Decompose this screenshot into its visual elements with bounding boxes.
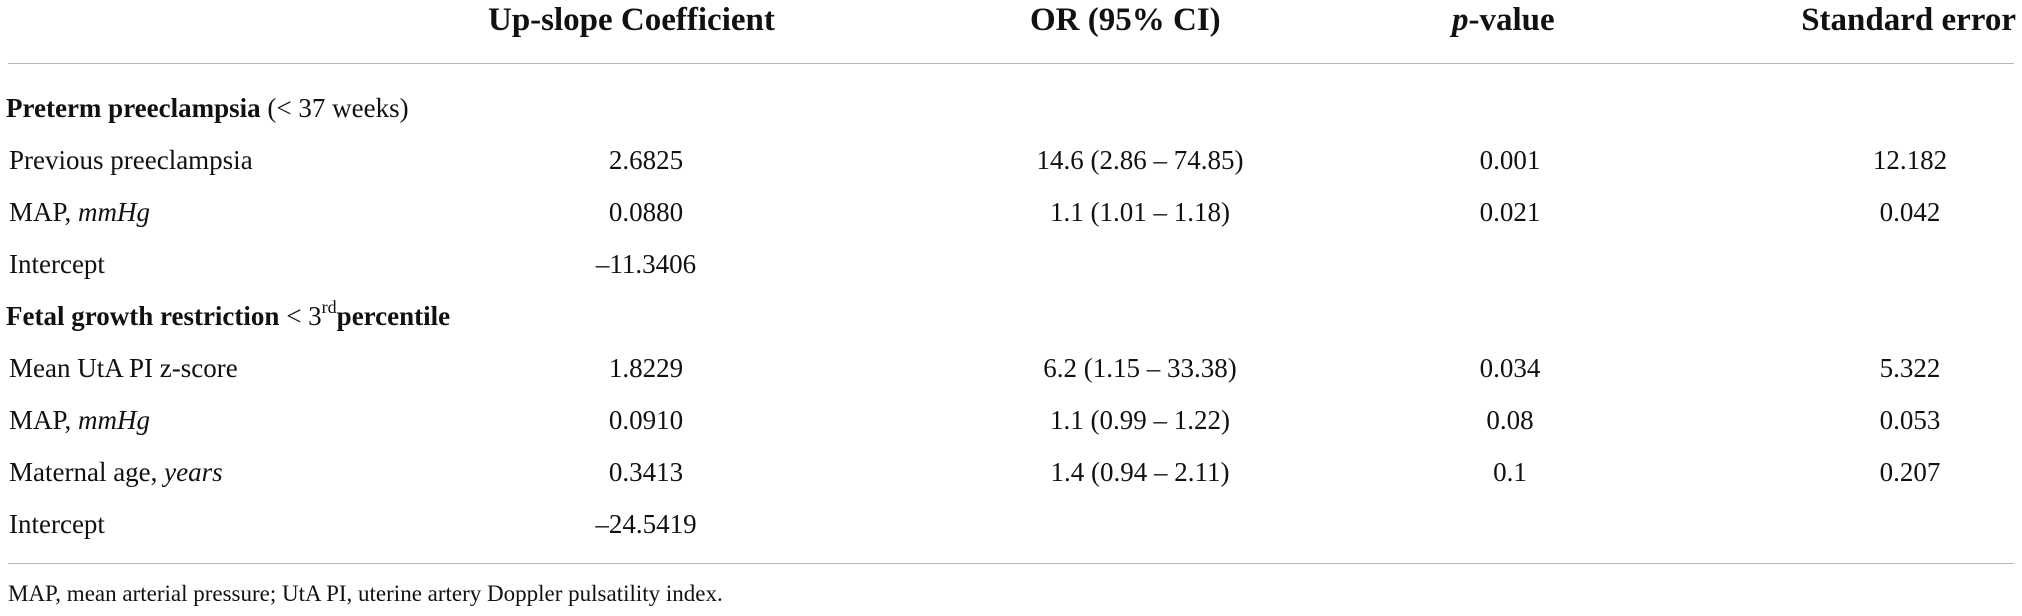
section-title-bold: Preterm preeclampsia [6,93,261,123]
cell-or: 6.2 (1.15 – 33.38) [1043,353,1237,383]
cell-or [990,498,1290,550]
section-title-bold2: percentile [336,301,451,331]
table-row: Previous preeclampsia 2.6825 14.6 (2.86 … [0,134,2022,186]
row-label-text: Intercept [9,509,105,539]
cell-p-value: 0.08 [1486,405,1534,435]
cell-coefficient: –24.5419 [595,509,697,539]
row-label: Intercept [9,498,469,550]
table-row: MAP, mmHg 0.0910 1.1 (0.99 – 1.22) 0.08 … [0,394,2022,446]
row-label-text: Mean UtA PI z-score [9,353,238,383]
section-row-preterm-preeclampsia: Preterm preeclampsia (< 37 weeks) [0,82,2022,134]
cell-coefficient: 0.0910 [608,405,684,435]
table-row: Intercept –11.3406 [0,238,2022,290]
cell-or: 14.6 (2.86 – 74.85) [1036,145,1244,175]
cell-p-value: 0.001 [1479,145,1541,175]
row-label-text: Maternal age, [9,457,165,487]
header-coefficient: Up-slope Coefficient [488,2,775,38]
footer-rule [8,563,2014,564]
header-rule [8,63,2014,64]
table-row: Intercept –24.5419 [0,498,2022,550]
table-row: Maternal age, years 0.3413 1.4 (0.94 – 2… [0,446,2022,498]
row-label: MAP, mmHg [9,394,469,446]
cell-p-value: 0.034 [1479,353,1541,383]
cell-coefficient: 0.0880 [608,197,684,227]
section-title-bold: Fetal growth restriction [6,301,280,331]
header-or-ci: OR (95% CI) [1030,2,1221,38]
section-row-fetal-growth-restriction: Fetal growth restriction < 3rdpercentile [0,290,2022,342]
row-label-text: Previous preeclampsia [9,145,253,175]
cell-p-value: 0.1 [1493,457,1527,487]
table-row: Mean UtA PI z-score 1.8229 6.2 (1.15 – 3… [0,342,2022,394]
section-title: Preterm preeclampsia (< 37 weeks) [6,82,906,134]
cell-p-value [1410,498,1610,550]
cell-or [990,238,1290,290]
cell-standard-error: 0.053 [1879,405,1941,435]
cell-coefficient: 0.3413 [608,457,684,487]
row-label-unit: mmHg [78,197,151,227]
cell-or: 1.1 (0.99 – 1.22) [1050,405,1230,435]
section-title-sup: rd [321,297,337,317]
row-label: Previous preeclampsia [9,134,469,186]
cell-p-value: 0.021 [1479,197,1541,227]
section-title-mid: < 3 [279,301,322,331]
cell-standard-error: 0.207 [1879,457,1941,487]
row-label: Maternal age, years [9,446,469,498]
cell-standard-error: 0.042 [1879,197,1941,227]
cell-standard-error: 5.322 [1879,353,1941,383]
table-footnote: MAP, mean arterial pressure; UtA PI, ute… [8,581,723,606]
cell-coefficient: –11.3406 [595,249,697,279]
row-label-text: MAP, [9,405,79,435]
header-p-italic: p [1452,2,1469,38]
cell-p-value [1410,238,1610,290]
cell-standard-error [1810,238,2010,290]
cell-or: 1.1 (1.01 – 1.18) [1050,197,1230,227]
cell-or: 1.4 (0.94 – 2.11) [1050,457,1230,487]
row-label-text: Intercept [9,249,105,279]
cell-standard-error [1810,498,2010,550]
section-title-rest: (< 37 weeks) [260,93,409,123]
header-standard-error: Standard error [1801,2,2016,38]
table-row: MAP, mmHg 0.0880 1.1 (1.01 – 1.18) 0.021… [0,186,2022,238]
header-p-value: p-value [1452,0,1692,50]
row-label-unit: mmHg [78,405,151,435]
row-label: MAP, mmHg [9,186,469,238]
row-label: Mean UtA PI z-score [9,342,469,394]
cell-coefficient: 1.8229 [608,353,684,383]
row-label-text: MAP, [9,197,79,227]
cell-standard-error: 12.182 [1872,145,1948,175]
row-label-unit: years [164,457,223,487]
header-p-rest: -value [1468,2,1555,38]
row-label: Intercept [9,238,469,290]
section-title: Fetal growth restriction < 3rdpercentile [6,290,906,342]
cell-coefficient: 2.6825 [608,145,684,175]
